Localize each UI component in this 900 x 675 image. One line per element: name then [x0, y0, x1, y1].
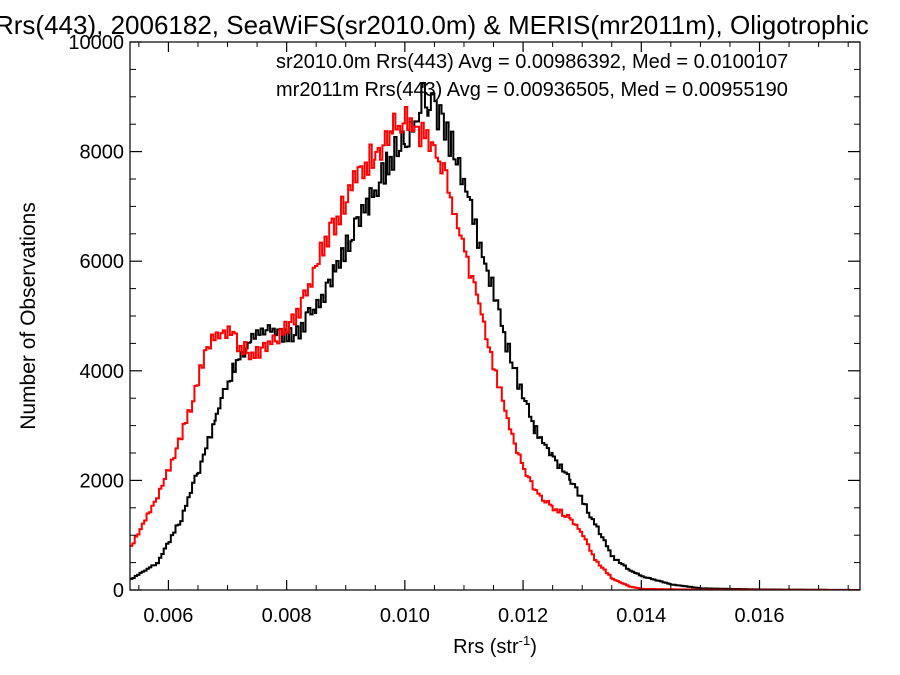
y-tick-label: 0	[113, 580, 124, 602]
x-axis-label-text: Rrs (str	[453, 636, 519, 658]
chart-title: Rrs(443), 2006182, SeaWiFS(sr2010.0m) & …	[0, 10, 869, 40]
x-tick-label: 0.012	[498, 605, 548, 627]
plot-frame	[129, 41, 861, 591]
x-axis-label-superscript: -1	[519, 633, 531, 648]
x-tick-label: 0.006	[143, 605, 193, 627]
plot-area	[130, 81, 860, 590]
series-line-mr2011m	[130, 105, 860, 590]
y-axis-label: Number of Observations	[17, 202, 40, 430]
x-tick-label: 0.008	[262, 605, 312, 627]
legend-entry-mr2011: mr2011m Rrs(443) Avg = 0.00936505, Med =…	[276, 79, 788, 101]
legend-entry-sr2010: sr2010.0m Rrs(443) Avg = 0.00986392, Med…	[276, 51, 788, 73]
y-tick-label: 10000	[68, 32, 124, 54]
x-axis: 0.006 0.008 0.010 0.012 0.014 0.016	[138, 42, 849, 627]
y-tick-label: 2000	[80, 470, 125, 492]
x-axis-label-close: )	[530, 636, 537, 658]
y-tick-label: 8000	[80, 142, 125, 164]
y-axis: 0 2000 4000 6000 8000 10000	[68, 32, 860, 602]
x-tick-label: 0.016	[734, 605, 784, 627]
x-axis-label: Rrs (str-1)	[453, 633, 537, 658]
series-line-sr2010.0m	[130, 81, 860, 590]
y-tick-label: 4000	[80, 361, 125, 383]
x-tick-label: 0.010	[380, 605, 430, 627]
y-tick-label: 6000	[80, 251, 125, 273]
x-tick-label: 0.014	[616, 605, 666, 627]
